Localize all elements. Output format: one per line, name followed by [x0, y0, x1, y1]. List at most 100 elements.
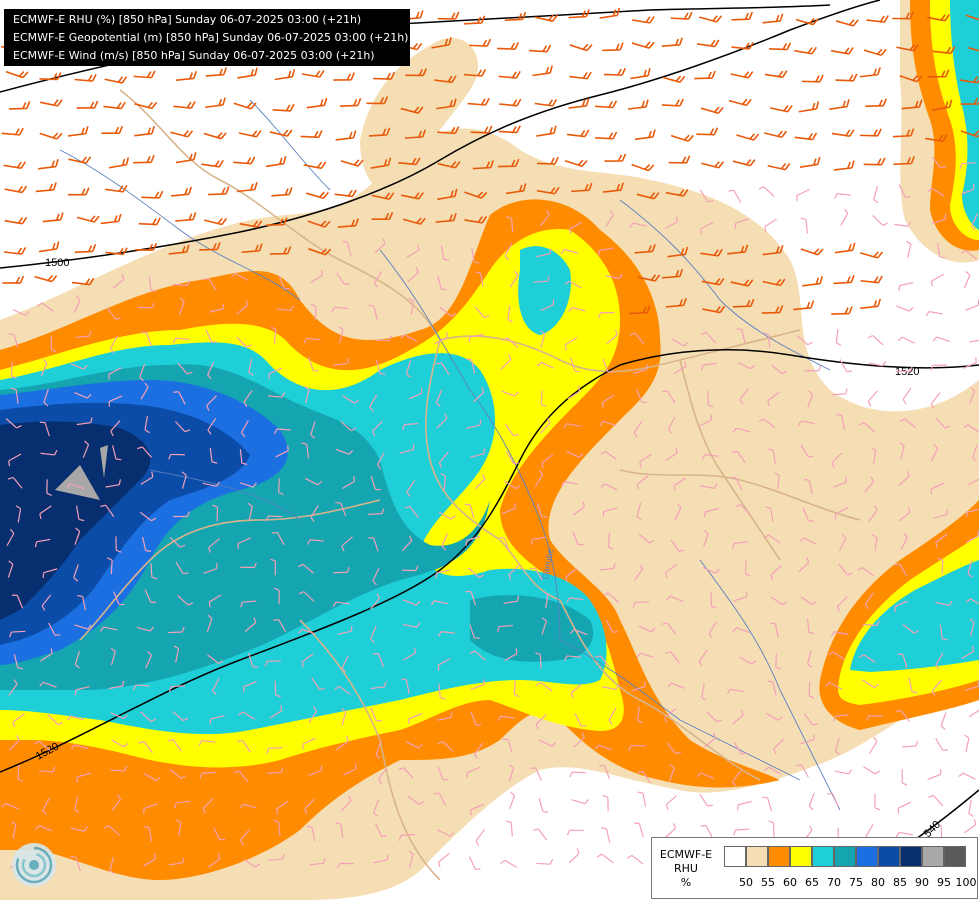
wind-barb [403, 622, 421, 628]
wind-barb [504, 11, 527, 22]
wind-barb [468, 333, 484, 343]
wind-barb [762, 278, 786, 287]
wind-barb [168, 453, 185, 460]
wind-barb [963, 424, 979, 434]
wind-barb [104, 76, 128, 84]
wind-barb [468, 567, 484, 578]
wind-barb [398, 833, 415, 841]
wind-barb [370, 593, 381, 610]
wind-barb [239, 220, 263, 228]
wind-barb [969, 334, 979, 343]
wind-barb [633, 421, 643, 438]
wind-barb [501, 390, 519, 397]
wind-barb [173, 645, 180, 663]
wind-barb [108, 680, 125, 690]
wind-barb [40, 358, 48, 377]
wind-barb [833, 274, 855, 285]
wind-barb [600, 483, 618, 491]
wind-barb [275, 445, 289, 458]
wind-barb [732, 159, 756, 167]
wind-barb [728, 98, 752, 107]
wind-barb [400, 106, 424, 114]
wind-barb [636, 652, 654, 658]
wind-barb [569, 71, 592, 80]
wind-barb [333, 358, 350, 366]
wind-barb [967, 560, 973, 578]
wind-barb [436, 98, 457, 110]
wind-barb [599, 563, 616, 571]
wind-barb [67, 187, 90, 196]
wind-barb [148, 276, 157, 293]
wind-barb [408, 387, 423, 400]
wind-barb [898, 470, 910, 487]
wind-barb [133, 70, 156, 79]
wind-barb [436, 413, 448, 429]
wind-barb [971, 213, 979, 231]
wind-barb [469, 38, 492, 47]
wind-barb [570, 357, 581, 373]
wind-barb [598, 311, 615, 318]
wind-barb [106, 557, 113, 575]
wind-barb [273, 587, 280, 605]
wind-barb [732, 709, 744, 725]
wind-barb [82, 440, 90, 458]
wind-barb [806, 618, 815, 635]
wind-barb [960, 250, 978, 260]
wind-barb [930, 364, 947, 371]
wind-barb [74, 685, 90, 696]
wind-barb [1, 802, 19, 810]
wind-barb [664, 447, 678, 462]
wind-barb [963, 271, 971, 289]
wind-barb [726, 688, 745, 695]
wind-barb [731, 11, 753, 21]
wind-barb [828, 651, 846, 661]
wind-barb [437, 126, 460, 135]
wind-barb [608, 707, 617, 725]
wind-barb [673, 361, 687, 375]
wind-barb [802, 276, 823, 287]
wind-barb [8, 453, 22, 467]
wind-barb [11, 821, 17, 839]
wind-barb [40, 449, 58, 456]
wind-barb [337, 218, 359, 228]
wind-barb [236, 181, 258, 193]
wind-barb [470, 711, 482, 726]
wind-barb [597, 247, 614, 256]
wind-barb [438, 451, 449, 468]
wind-barb [629, 305, 651, 315]
wind-barb [37, 302, 54, 312]
wind-barb [248, 653, 259, 668]
wind-barb [437, 766, 449, 781]
wind-barb [902, 740, 919, 748]
wind-barb [174, 421, 191, 433]
wind-barb [143, 772, 161, 782]
wind-barb [835, 73, 858, 82]
wind-barb [965, 530, 979, 544]
wind-barb [794, 46, 817, 55]
wind-barb [50, 335, 57, 353]
wind-barb [310, 303, 317, 321]
wind-barb [375, 741, 382, 759]
wind-barb [103, 101, 126, 110]
wind-barb [664, 216, 678, 229]
wind-barb [464, 191, 488, 199]
wind-barb [862, 620, 880, 627]
wind-barb [240, 562, 257, 569]
wind-barb [42, 568, 58, 579]
wind-barb [901, 769, 908, 786]
wind-barb [831, 388, 848, 396]
wind-barb [304, 798, 315, 815]
wind-barb [538, 739, 557, 747]
wind-barb [310, 421, 316, 439]
wind-barb [906, 240, 912, 259]
wind-barb [74, 527, 81, 545]
wind-barb [109, 856, 115, 875]
wind-barb [730, 71, 754, 79]
wind-barb [74, 244, 97, 254]
wind-barb [508, 564, 520, 580]
wind-barb [530, 767, 543, 781]
wind-barb [100, 213, 122, 225]
wind-barb [664, 708, 677, 724]
wind-barb [209, 447, 218, 464]
wind-barb [265, 155, 287, 168]
